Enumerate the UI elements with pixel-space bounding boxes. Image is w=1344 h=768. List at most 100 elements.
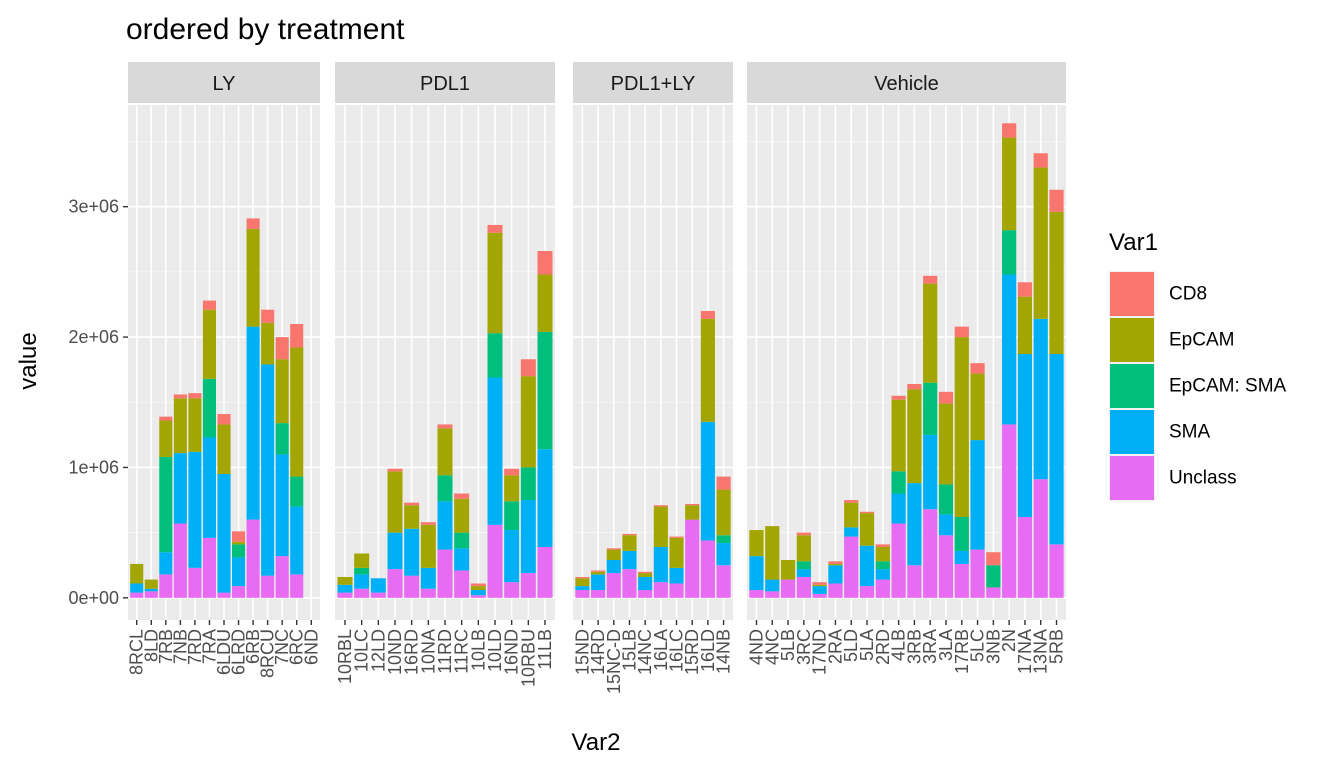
legend-swatch <box>1110 364 1154 408</box>
bar-segment-sma <box>938 514 954 536</box>
x-tick-label: 17NA <box>1015 629 1035 674</box>
bar-segment-epcam <box>575 578 590 587</box>
bar-segment-unclass <box>954 563 969 598</box>
x-tick-label: 10NA <box>418 629 438 674</box>
bar-segment-cd8 <box>420 522 436 525</box>
bar-segment-sma <box>470 590 486 596</box>
bar-5lb <box>780 560 796 598</box>
x-tick-label: 3RA <box>920 629 940 664</box>
x-tick-label: 17ND <box>810 629 830 675</box>
bar-15rd <box>685 503 700 598</box>
bar-segment-sma <box>669 567 684 584</box>
bar-segment-epcam <box>261 322 275 365</box>
bar-segment-unclass <box>1017 517 1033 598</box>
bar-segment-unclass <box>404 575 420 598</box>
bar-segment-sma <box>454 548 470 571</box>
bar-segment-epcam <box>217 424 231 474</box>
bar-17na <box>1017 282 1033 598</box>
bar-8rcu <box>261 309 275 598</box>
bar-segment-cd8 <box>591 570 606 572</box>
bar-4nc <box>765 526 780 598</box>
x-tick-label: 7NC <box>272 629 292 665</box>
x-tick-label: 7NB <box>170 629 190 664</box>
bar-segment-sma <box>1049 354 1064 545</box>
x-tick-label: 12LD <box>368 629 388 672</box>
bar-segment-unclass <box>246 519 260 598</box>
bar-segment-unclass <box>275 556 289 598</box>
bar-4lb <box>891 395 906 598</box>
facet-strip-label: Vehicle <box>874 73 939 95</box>
bar-segment-unclass <box>520 573 536 598</box>
bar-segment-cd8 <box>387 468 403 472</box>
bar-3ra <box>923 275 938 598</box>
x-tick-label: 4ND <box>746 629 766 665</box>
legend-swatch <box>1110 456 1154 500</box>
x-tick-label: 10RBL <box>335 629 355 684</box>
bar-segment-epcam <box>130 563 144 584</box>
x-tick-label: 17RB <box>952 629 972 674</box>
bar-segment-sma <box>622 550 637 570</box>
x-tick-label: 15NC-D <box>604 629 624 694</box>
bar-segment-cd8 <box>796 532 811 536</box>
bar-segment-epcam <box>859 513 875 546</box>
bar-segment-epcam <box>669 537 684 568</box>
bar-2n <box>1002 123 1017 598</box>
bar-segment-sma <box>173 453 187 524</box>
bar-segment-epcam <box>246 228 260 327</box>
bar-segment-sma <box>891 493 906 524</box>
x-tick-label: 13NA <box>1031 629 1051 674</box>
bar-segment-cd8 <box>202 300 216 310</box>
bar-segment-sma <box>954 550 969 564</box>
bar-segment-epcam-sma <box>232 544 246 558</box>
y-axis-title: value <box>15 332 42 389</box>
bar-segment-unclass <box>923 509 938 598</box>
bar-segment-sma <box>575 586 590 591</box>
bar-segment-unclass <box>575 590 590 598</box>
facet-strip-label: LY <box>213 73 236 95</box>
bar-segment-epcam <box>812 584 827 587</box>
bar-segment-epcam <box>891 399 906 472</box>
bar-segment-unclass <box>765 591 780 598</box>
bar-segment-epcam-sma <box>796 561 811 570</box>
bar-10ld <box>487 224 503 598</box>
bar-segment-epcam <box>537 274 553 332</box>
bar-segment-cd8 <box>520 359 536 377</box>
bar-segment-sma <box>437 501 453 550</box>
bar-5rb <box>1049 189 1064 598</box>
bar-2ra <box>828 561 843 598</box>
legend: Var1 CD8 EpCAM EpCAM: SMA SMA Unclass <box>1109 229 1287 501</box>
bar-segment-epcam <box>470 586 486 591</box>
bar-segment-sma <box>537 449 553 547</box>
bar-segment-unclass <box>700 540 715 598</box>
bar-segment-sma <box>638 576 653 591</box>
bar-16ld <box>700 311 715 598</box>
bar-2rd <box>875 544 890 598</box>
legend-item-epcam-sma: EpCAM: SMA <box>1109 363 1287 409</box>
facet-strip <box>747 62 1066 103</box>
bar-segment-sma <box>700 421 715 541</box>
bar-15lb <box>622 533 637 598</box>
x-tick-label: 8RCU <box>258 629 278 678</box>
bar-segment-epcam <box>337 576 353 585</box>
legend-item-cd8: CD8 <box>1109 271 1207 317</box>
bar-segment-epcam-sma <box>290 476 304 507</box>
x-tick-label: 10ND <box>385 629 405 675</box>
bar-segment-sma <box>1002 274 1017 425</box>
bar-8rcl <box>130 563 144 598</box>
bar-segment-unclass <box>504 582 520 598</box>
bar-segment-sma <box>716 543 731 566</box>
x-tick-label: 6LRD <box>229 629 249 675</box>
bar-segment-cd8 <box>907 384 922 390</box>
bar-segment-cd8 <box>970 363 985 374</box>
bar-segment-sma <box>504 530 520 583</box>
bar-segment-sma <box>828 565 843 584</box>
bar-segment-sma <box>217 473 231 593</box>
bar-segment-unclass <box>875 579 890 598</box>
bar-segment-epcam <box>844 502 859 528</box>
bar-segment-sma <box>487 377 503 525</box>
x-tick-label: 5LB <box>778 629 798 661</box>
bar-segment-sma <box>337 584 353 593</box>
bar-segment-epcam-sma <box>454 532 470 549</box>
bar-segment-cd8 <box>404 502 420 506</box>
bar-segment-cd8 <box>828 561 843 564</box>
